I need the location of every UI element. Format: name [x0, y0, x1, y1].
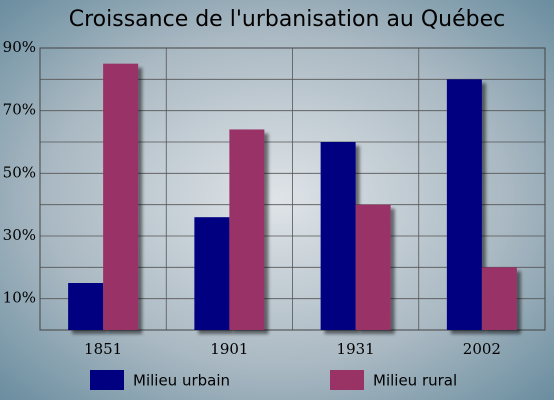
chart-title: Croissance de l'urbanisation au Québec: [69, 7, 506, 32]
legend-swatch: [330, 370, 364, 390]
bar: [194, 217, 230, 330]
y-tick-label: 70%: [3, 101, 36, 119]
x-tick-label: 1931: [337, 340, 375, 358]
legend-label: Milieu rural: [373, 372, 457, 390]
y-tick-label: 90%: [3, 38, 36, 56]
bar: [320, 142, 356, 330]
bar: [446, 79, 482, 330]
legend-label: Milieu urbain: [133, 372, 230, 390]
y-tick-label: 50%: [3, 163, 36, 181]
bar: [481, 267, 517, 330]
y-tick-label: 10%: [3, 289, 36, 307]
bar: [103, 63, 139, 331]
bar: [68, 283, 104, 330]
legend-swatch: [90, 370, 124, 390]
bar: [229, 129, 265, 330]
x-tick-label: 1901: [210, 340, 248, 358]
y-tick-label: 30%: [3, 226, 36, 244]
plot-frame: [39, 47, 546, 331]
bar: [355, 204, 391, 330]
x-tick-label: 2002: [463, 340, 501, 358]
x-tick-label: 1851: [84, 340, 122, 358]
